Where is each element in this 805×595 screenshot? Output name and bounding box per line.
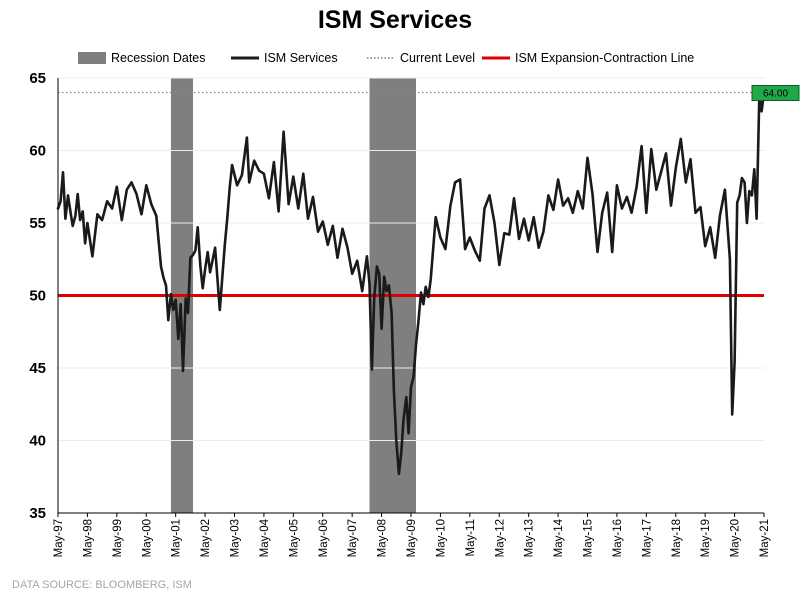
- x-tick-label-9: May-06: [318, 519, 330, 557]
- x-tick-label-17: May-14: [553, 518, 565, 557]
- x-tick-label-13: May-10: [435, 519, 447, 557]
- x-tick-label-3: May-00: [141, 519, 153, 557]
- y-tick-label-55: 55: [29, 215, 46, 232]
- x-tick-label-12: May-09: [406, 519, 418, 557]
- legend-swatch-recession: [78, 52, 106, 64]
- ism-services-series: [56, 91, 766, 476]
- x-tick-label-20: May-17: [641, 519, 653, 557]
- x-tick-label-14: May-11: [465, 519, 477, 557]
- y-tick-label-45: 45: [29, 360, 46, 377]
- x-tick-label-18: May-15: [583, 519, 595, 557]
- legend-label-1: ISM Services: [264, 51, 338, 65]
- x-tick-label-24: May-21: [759, 519, 771, 557]
- x-tick-label-2: May-99: [112, 519, 124, 557]
- y-tick-label-50: 50: [29, 288, 46, 305]
- y-tick-label-65: 65: [29, 70, 46, 87]
- current-level-badge: 64.00: [751, 85, 800, 101]
- current-level-badge-label: 64.00: [763, 89, 788, 100]
- data-source-note: DATA SOURCE: BLOOMBERG, ISM: [12, 579, 192, 591]
- x-tick-label-23: May-20: [730, 519, 742, 557]
- current-level-badge-box: [751, 85, 800, 101]
- x-tick-label-16: May-13: [524, 519, 536, 557]
- series-line-ism-services: [56, 91, 766, 476]
- x-tick-label-0: May-97: [53, 519, 65, 557]
- x-axis-ticks: May-97 May-98 May-99 May-00 May-01 May-02 May-…: [53, 513, 771, 557]
- y-tick-label-60: 60: [29, 143, 46, 160]
- x-tick-label-11: May-08: [377, 519, 389, 557]
- x-tick-label-7: May-04: [259, 518, 271, 557]
- y-tick-label-35: 35: [29, 505, 46, 522]
- x-tick-label-21: May-18: [671, 519, 683, 557]
- x-tick-label-8: May-05: [288, 519, 300, 557]
- y-tick-label-40: 40: [29, 433, 46, 450]
- legend-label-0: Recession Dates: [111, 51, 206, 65]
- x-tick-label-6: May-03: [230, 519, 242, 557]
- x-tick-label-4: May-01: [171, 519, 183, 557]
- x-tick-label-5: May-02: [200, 519, 212, 557]
- y-axis-ticks: 35 40 45 50 55 60 65: [29, 70, 46, 522]
- x-tick-label-15: May-12: [494, 519, 506, 557]
- chart-title: ISM Services: [318, 6, 472, 34]
- x-tick-label-10: May-07: [347, 519, 359, 557]
- x-tick-label-1: May-98: [82, 519, 94, 557]
- x-tick-label-19: May-16: [612, 519, 624, 557]
- x-tick-label-22: May-19: [700, 519, 712, 557]
- chart-legend: Recession Dates ISM Services Current Level…: [78, 51, 694, 65]
- legend-label-3: ISM Expansion-Contraction Line: [515, 51, 694, 65]
- legend-label-2: Current Level: [400, 51, 475, 65]
